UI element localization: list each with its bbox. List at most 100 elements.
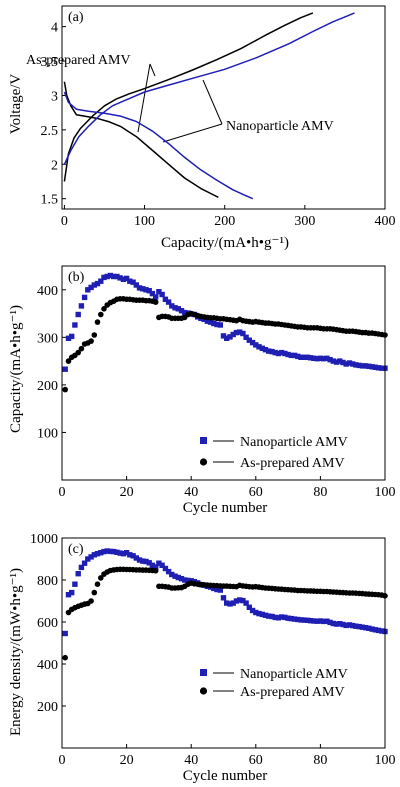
data-point-nanoparticle: [249, 607, 256, 614]
data-point-nanoparticle: [172, 305, 178, 311]
data-point-nanoparticle: [295, 353, 301, 360]
data-point-nanoparticle: [266, 348, 272, 354]
y-tick-label: 100: [37, 426, 58, 441]
data-point-nanoparticle: [107, 548, 114, 555]
data-point-nanoparticle: [156, 560, 162, 566]
data-point-nanoparticle: [259, 345, 265, 351]
data-point-nanoparticle: [178, 576, 185, 582]
data-point-nanoparticle: [224, 600, 230, 606]
data-point-nanoparticle: [362, 625, 369, 631]
data-point-nanoparticle: [240, 330, 246, 337]
data-point-nanoparticle: [317, 355, 324, 361]
data-point-nanoparticle: [111, 548, 117, 555]
x-tick-label: 0: [59, 753, 66, 768]
legend-as-prepared-label: As-prepared AMV: [240, 456, 345, 471]
data-point-nanoparticle: [327, 619, 333, 626]
data-point-nanoparticle: [78, 303, 85, 309]
data-point-nanoparticle: [266, 613, 272, 619]
data-point-nanoparticle: [220, 333, 227, 339]
legend-nanoparticle-label: Nanoparticle AMV: [240, 435, 348, 450]
data-point-nanoparticle: [379, 628, 385, 634]
data-point-nanoparticle: [246, 337, 252, 343]
data-point-nanoparticle: [159, 562, 165, 568]
y-tick-label: 1000: [30, 532, 58, 547]
y-tick-label: 200: [37, 379, 58, 394]
x-tick-label: 100: [134, 214, 155, 229]
y-tick-label: 3: [51, 89, 58, 104]
data-point-as-prepared: [88, 598, 94, 604]
data-point-nanoparticle: [182, 309, 188, 316]
data-point-as-prepared: [94, 581, 101, 587]
data-point-nanoparticle: [91, 552, 97, 558]
y-tick-label: 400: [37, 284, 58, 299]
panel-c-x-axis-label: Cycle number: [183, 768, 268, 784]
data-point-nanoparticle: [214, 586, 220, 593]
data-point-nanoparticle: [227, 601, 233, 607]
data-point-nanoparticle: [350, 361, 356, 367]
y-tick-label: 4: [51, 21, 58, 36]
data-point-nanoparticle: [136, 285, 143, 291]
data-point-nanoparticle: [375, 627, 382, 634]
data-point-nanoparticle: [140, 286, 146, 292]
data-point-nanoparticle: [301, 354, 307, 360]
data-point-nanoparticle: [140, 558, 146, 564]
data-point-nanoparticle: [333, 359, 340, 365]
y-tick-label: 2: [51, 158, 58, 173]
y-tick-label: 400: [37, 658, 58, 673]
annotation-nanoparticle: Nanoparticle AMV: [226, 119, 334, 134]
y-tick-label: 200: [37, 700, 58, 715]
data-point-nanoparticle: [104, 548, 110, 554]
x-tick-label: 80: [313, 485, 327, 500]
data-point-nanoparticle: [78, 564, 85, 571]
x-tick-label: 40: [184, 753, 198, 768]
data-point-nanoparticle: [94, 551, 101, 557]
data-point-nanoparticle: [217, 322, 223, 328]
series-line-as-prepared-charge: [63, 12, 314, 182]
data-point-nanoparticle: [65, 335, 72, 341]
data-point-nanoparticle: [111, 273, 117, 280]
data-point-nanoparticle: [69, 333, 75, 340]
data-point-nanoparticle: [107, 272, 114, 279]
x-tick-label: 0: [59, 485, 66, 500]
data-point-nanoparticle: [314, 356, 320, 362]
data-point-nanoparticle: [243, 334, 249, 340]
data-point-nanoparticle: [298, 354, 304, 360]
data-point-nanoparticle: [330, 358, 336, 364]
data-point-nanoparticle: [214, 321, 220, 328]
data-point-as-prepared: [78, 345, 85, 352]
panel-b-label: (b): [68, 270, 85, 285]
data-point-nanoparticle: [233, 329, 240, 336]
legend-as-prepared-marker: [199, 687, 208, 695]
data-point-nanoparticle: [272, 614, 278, 621]
data-point-nanoparticle: [153, 294, 159, 300]
data-point-nanoparticle: [149, 290, 156, 297]
data-point-nanoparticle: [62, 630, 68, 637]
data-point-as-prepared: [91, 332, 98, 338]
y-tick-label: 2.5: [41, 124, 59, 139]
data-point-nanoparticle: [337, 621, 343, 627]
data-point-nanoparticle: [136, 557, 143, 563]
y-tick-label: 1.5: [41, 193, 59, 208]
data-point-nanoparticle: [227, 334, 233, 340]
data-point-nanoparticle: [127, 552, 133, 558]
data-point-nanoparticle: [366, 625, 372, 631]
data-point-nanoparticle: [282, 350, 288, 357]
data-point-nanoparticle: [369, 364, 375, 370]
data-point-nanoparticle: [120, 276, 127, 282]
panel-b-x-axis-label: Cycle number: [183, 500, 268, 516]
data-point-nanoparticle: [65, 592, 72, 598]
legend-nanoparticle-label: Nanoparticle AMV: [240, 667, 348, 682]
data-point-nanoparticle: [149, 562, 156, 568]
data-point-nanoparticle: [253, 342, 259, 348]
data-point-nanoparticle: [372, 627, 378, 633]
data-point-nanoparticle: [81, 294, 88, 301]
data-point-nanoparticle: [169, 303, 175, 309]
panel-c-label: (c): [68, 542, 84, 557]
data-point-nanoparticle: [269, 348, 275, 355]
x-tick-label: 80: [313, 753, 327, 768]
data-point-as-prepared: [98, 575, 104, 581]
data-point-nanoparticle: [117, 550, 123, 556]
data-point-nanoparticle: [343, 361, 349, 367]
x-tick-label: 100: [375, 753, 396, 768]
